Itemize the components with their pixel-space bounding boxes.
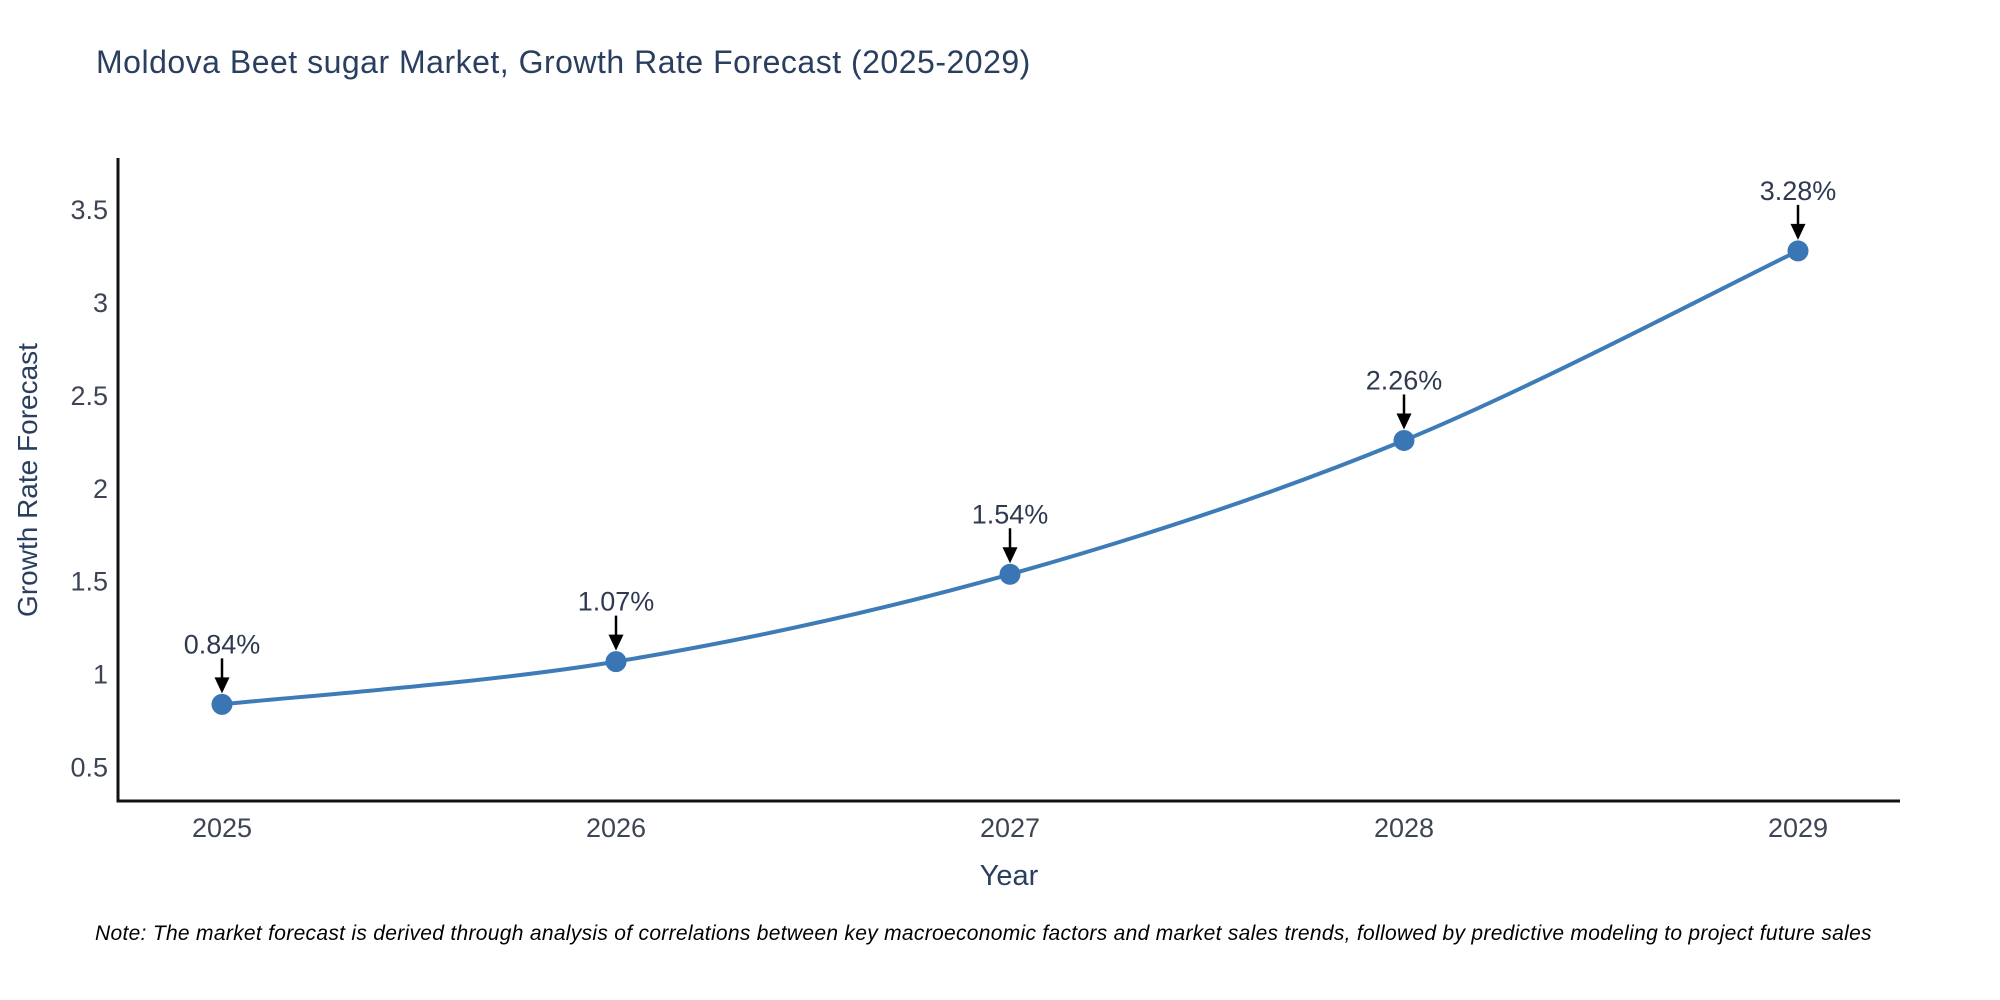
annotation-arrowhead-icon: [608, 634, 624, 651]
point-label-2026: 1.07%: [578, 587, 655, 617]
x-tick-label: 2027: [980, 813, 1040, 843]
x-tick-label: 2025: [192, 813, 252, 843]
x-tick-label: 2028: [1374, 813, 1434, 843]
x-axis-title: Year: [979, 860, 1039, 892]
y-tick-label: 1: [93, 660, 108, 690]
annotation-arrowhead-icon: [1790, 223, 1806, 240]
series-line: [221, 249, 1799, 707]
y-tick-label: 2: [93, 474, 108, 504]
data-point-2026[interactable]: [605, 651, 627, 673]
x-tick-label: 2029: [1768, 813, 1828, 843]
y-tick-label: 3.5: [70, 195, 108, 225]
x-tick-label: 2026: [586, 813, 646, 843]
data-point-2028[interactable]: [1393, 429, 1415, 451]
chart-title: Moldova Beet sugar Market, Growth Rate F…: [96, 44, 1031, 80]
annotation-arrowhead-icon: [1002, 547, 1018, 564]
point-label-2025: 0.84%: [184, 629, 261, 659]
y-axis-title: Growth Rate Forecast: [12, 343, 43, 617]
annotation-arrowhead-icon: [214, 677, 230, 694]
y-tick-label: 0.5: [70, 753, 108, 783]
y-tick-label: 2.5: [70, 381, 108, 411]
point-label-2029: 3.28%: [1760, 176, 1837, 206]
y-tick-label: 3: [93, 288, 108, 318]
data-point-2029[interactable]: [1787, 240, 1809, 262]
data-point-2025[interactable]: [211, 693, 233, 715]
footnote: Note: The market forecast is derived thr…: [95, 922, 1872, 945]
y-tick-label: 1.5: [70, 567, 108, 597]
data-point-2027[interactable]: [999, 563, 1021, 585]
point-label-2027: 1.54%: [972, 499, 1049, 529]
annotation-arrowhead-icon: [1396, 413, 1412, 430]
point-label-2028: 2.26%: [1366, 365, 1443, 395]
